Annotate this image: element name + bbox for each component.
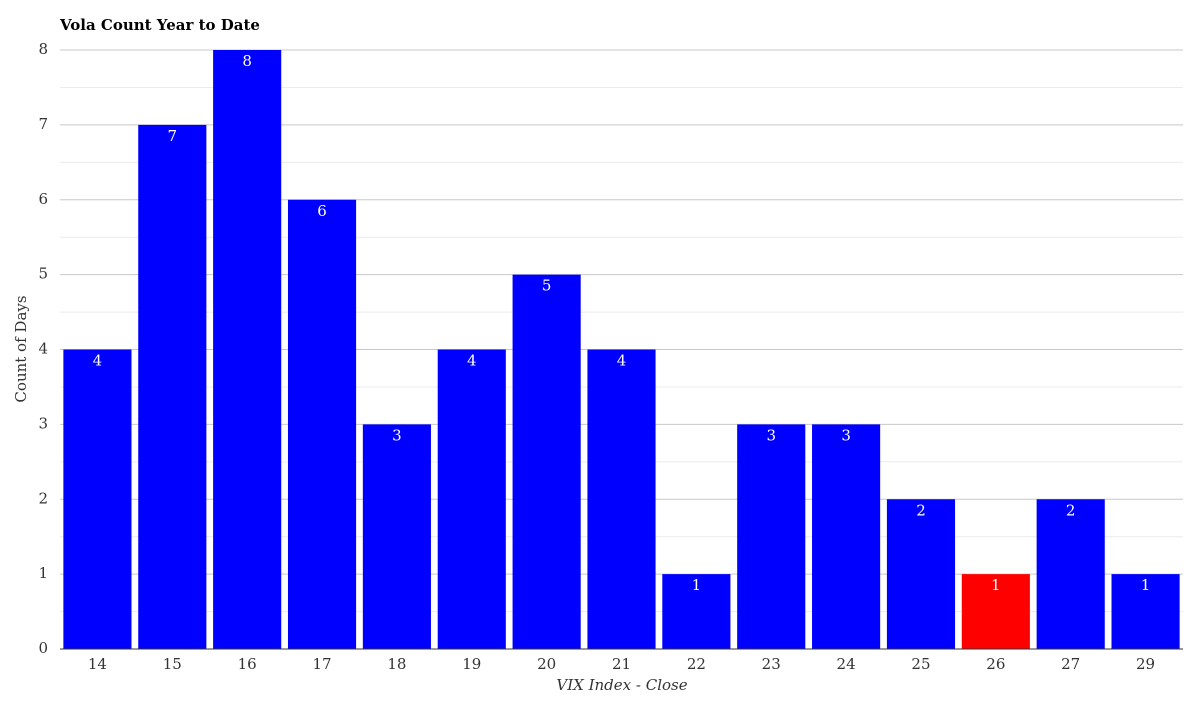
x-tick-label: 23 — [762, 655, 781, 673]
bar — [737, 424, 806, 649]
chart-title: Vola Count Year to Date — [59, 16, 260, 34]
y-tick-label: 7 — [38, 115, 48, 133]
bar — [1036, 499, 1105, 649]
data-label: 4 — [93, 352, 103, 370]
x-tick-label: 29 — [1136, 655, 1155, 673]
data-label: 2 — [1066, 501, 1076, 519]
data-label: 2 — [916, 501, 926, 519]
bar — [812, 424, 881, 649]
data-label: 6 — [317, 202, 327, 220]
bar — [587, 349, 656, 649]
y-tick-label: 3 — [38, 414, 48, 432]
data-label: 3 — [392, 426, 402, 444]
bar — [362, 424, 431, 649]
data-label: 4 — [617, 352, 627, 370]
bar — [886, 499, 956, 649]
y-tick-label: 5 — [38, 265, 48, 283]
x-tick-label: 20 — [537, 655, 556, 673]
bar — [138, 124, 207, 649]
bar — [63, 349, 132, 649]
data-label: 7 — [168, 127, 178, 145]
x-tick-label: 19 — [462, 655, 481, 673]
x-tick-label: 21 — [612, 655, 631, 673]
data-label: 1 — [991, 576, 1001, 594]
y-tick-label: 0 — [38, 639, 48, 657]
data-label: 1 — [1141, 576, 1151, 594]
bar — [512, 274, 581, 649]
bar — [662, 574, 731, 649]
x-tick-label: 18 — [387, 655, 406, 673]
x-tick-label: 14 — [88, 655, 107, 673]
bar — [437, 349, 506, 649]
x-tick-label: 22 — [687, 655, 706, 673]
bar — [213, 50, 282, 649]
y-tick-label: 8 — [38, 40, 48, 58]
x-tick-label: 17 — [312, 655, 331, 673]
y-tick-label: 2 — [38, 489, 48, 507]
y-tick-label: 1 — [38, 564, 48, 582]
data-label: 4 — [467, 352, 477, 370]
x-tick-label: 25 — [911, 655, 930, 673]
bar — [961, 574, 1030, 649]
data-label: 8 — [242, 52, 252, 70]
x-tick-label: 16 — [238, 655, 257, 673]
data-label: 5 — [542, 277, 552, 295]
x-tick-label: 24 — [837, 655, 856, 673]
bar — [1111, 574, 1180, 649]
y-axis-label: Count of Days — [12, 295, 30, 402]
x-tick-label: 26 — [986, 655, 1005, 673]
y-tick-label: 4 — [38, 340, 48, 358]
data-label: 1 — [692, 576, 702, 594]
x-tick-label: 27 — [1061, 655, 1080, 673]
bar — [287, 199, 357, 649]
x-tick-label: 15 — [163, 655, 182, 673]
data-label: 3 — [841, 426, 851, 444]
data-label: 3 — [766, 426, 776, 444]
y-tick-label: 6 — [38, 190, 48, 208]
x-axis-label: VIX Index - Close — [556, 676, 687, 694]
